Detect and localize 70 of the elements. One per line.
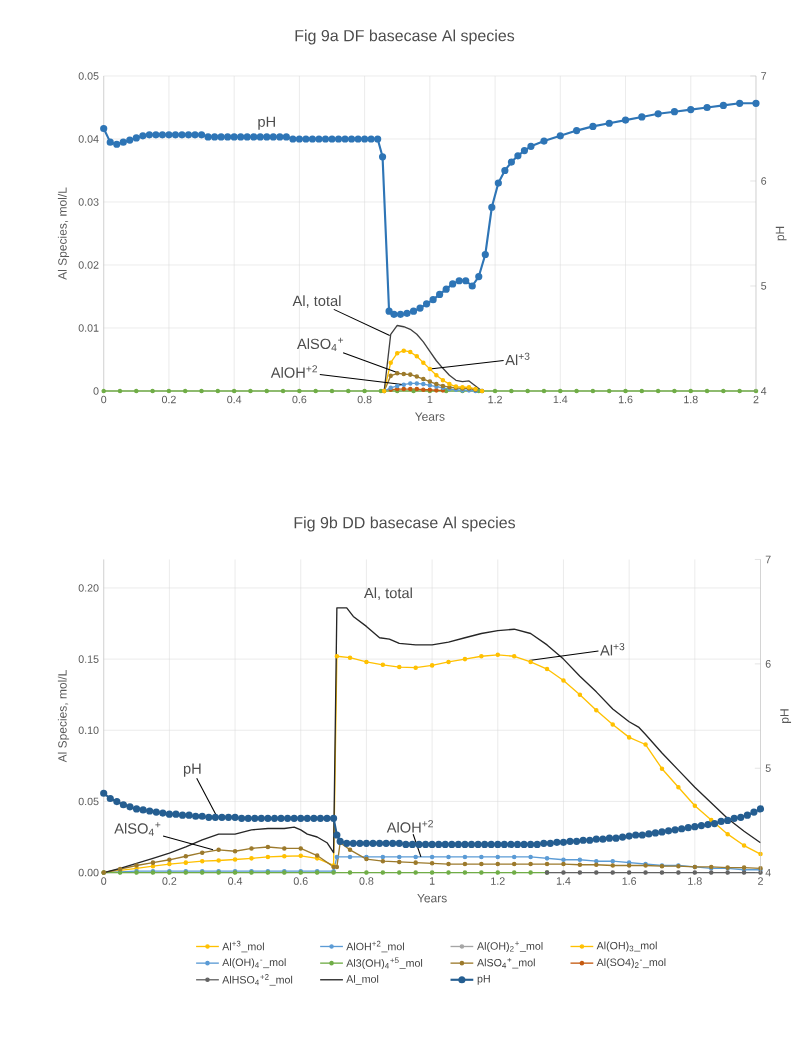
y-axis-title: Al Species, mol/L [57,187,70,280]
y2-axis-title: pH [775,226,787,241]
legend-label: Al$^{+3}$_mol [222,940,264,953]
y2-tick-label: 4 [760,387,767,395]
x-tick-label: 0 [101,877,107,885]
legend-label: Al(SO4)$_{2}$$^{-}$_mol [596,958,666,969]
x-tick-label: 0 [101,395,107,404]
x-tick-label: 0.2 [161,395,176,404]
legend-label: AlSO$_{4}$$^{+}$_mol [477,957,535,969]
chart-title: Fig 9a DF basecase Al species [295,29,515,45]
x-tick-label: 1.6 [622,877,637,885]
x-tick-label: 1.2 [488,395,502,404]
y-tick-label: 0.00 [78,868,99,877]
legend-label: Al(OH)$_{2}$$^{+}$_mol [477,941,543,952]
legend-label: AlHSO$_{4}$$^{+2}$_mol [222,974,293,986]
x-tick-label: 1.2 [491,877,505,885]
x-tick-label: 1.4 [556,877,571,885]
y-tick-label: 0.02 [78,261,99,269]
annotation: Al$^{+3}$ [600,642,625,656]
annotation: Al$^{+3}$ [505,352,530,366]
y2-tick-label: 4 [765,868,771,877]
y-tick-label: 0.05 [78,797,99,806]
annotation: pH [183,763,201,777]
y2-tick-label: 7 [761,72,767,80]
legend-label: pH [477,975,490,985]
y2-tick-label: 5 [765,764,771,772]
y-tick-label: 0.10 [78,726,99,735]
x-tick-label: 0.4 [228,877,243,885]
chart-title: Fig 9b DD basecase Al species [294,516,516,532]
annotation: AlSO$_{4}$+ [114,822,161,836]
x-tick-label: 1 [429,877,435,885]
annotation: AlOH$^{+2}$ [270,365,318,378]
x-tick-label: 0.2 [162,877,177,885]
y-tick-label: 0.01 [78,324,99,332]
y-axis-title: Al Species, mol/L [57,670,70,763]
y2-tick-label: 5 [761,282,767,290]
x-tick-label: 1 [427,395,433,404]
y2-tick-label: 7 [765,555,771,564]
x-tick-label: 0.4 [227,395,242,404]
x-axis-title: Years [417,894,447,903]
x-tick-label: 0.8 [359,877,374,885]
y-tick-label: 0.20 [78,584,99,592]
y-tick-label: 0 [93,387,99,395]
legend-label: Al3(OH)$_{4}$$^{+5}$_mol [346,957,423,969]
y2-axis-title: pH [780,709,792,723]
x-tick-label: 0.6 [293,877,308,885]
x-tick-label: 1.4 [553,395,568,404]
legend-label: Al_mol [346,974,379,985]
y2-tick-label: 6 [761,177,767,185]
annotation: Al, total [363,587,412,600]
y2-tick-label: 6 [765,660,771,668]
legend-label: AlOH$^{+2}$_mol [346,940,404,953]
x-tick-label: 2 [758,877,763,885]
x-axis-title: Years [415,412,445,421]
legend-label: Al(OH)$_{3}$_mol [596,941,657,952]
y-tick-label: 0.15 [78,655,99,663]
y-tick-label: 0.03 [78,198,99,206]
x-tick-label: 1.8 [684,395,698,404]
annotation: Al, total [292,295,341,308]
y-tick-label: 0.04 [78,135,99,143]
annotation: AlSO$_{4}$+ [296,337,344,352]
annotation: pH [258,116,275,130]
x-tick-label: 0.8 [357,395,372,404]
legend-label: Al(OH)$_{4}$$^{-}$_mol [222,958,286,969]
annotation: AlOH$^{+2}$ [386,820,433,833]
x-tick-label: 1.8 [688,877,702,885]
y-tick-label: 0.05 [78,72,99,80]
x-tick-label: 0.6 [292,395,307,404]
x-tick-label: 1.6 [618,395,633,404]
x-tick-label: 2 [753,395,759,404]
